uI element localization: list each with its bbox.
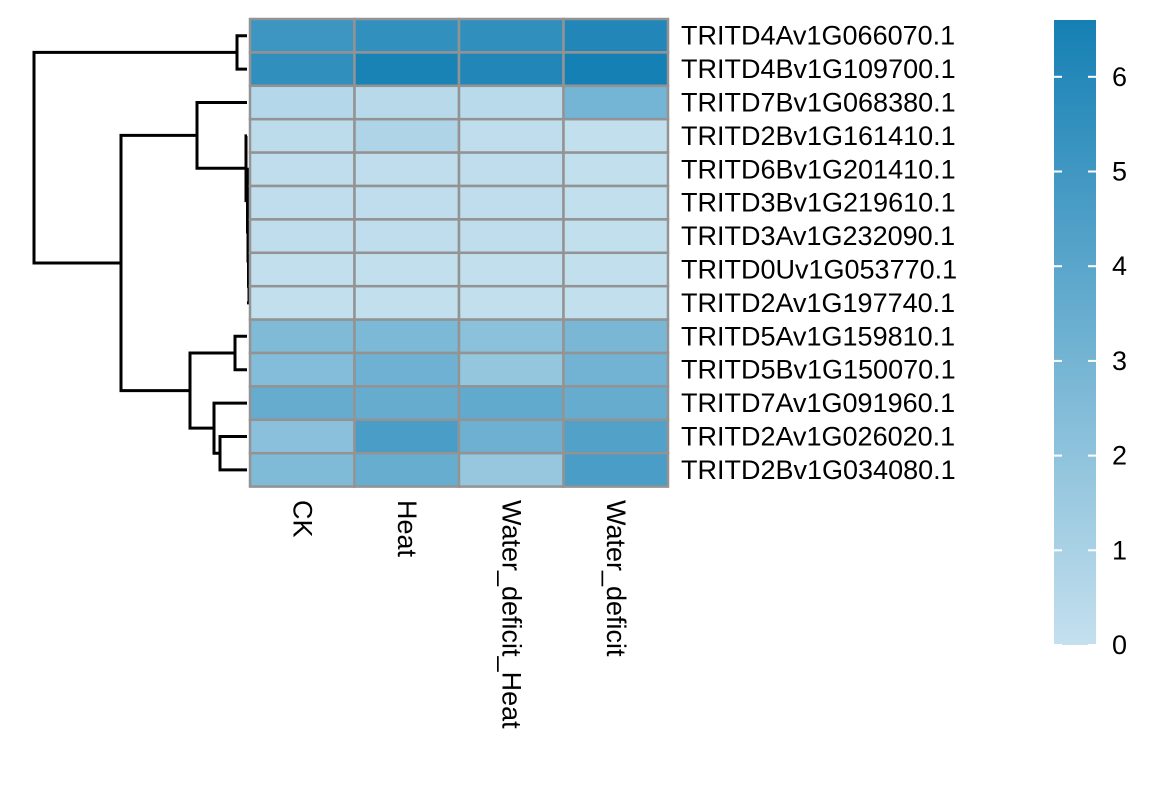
colorbar-tick-label: 0 [1112, 630, 1127, 660]
row-label: TRITD3Av1G232090.1 [681, 221, 955, 251]
heatmap-cell [457, 218, 565, 255]
heatmap-cell [562, 451, 670, 488]
dendrogram-branch [32, 50, 237, 265]
heatmap-cell [562, 318, 670, 355]
row-label: TRITD6Bv1G201410.1 [681, 154, 956, 184]
heatmap-cell [457, 385, 565, 422]
row-label: TRITD0Uv1G053770.1 [681, 255, 957, 285]
row-label: TRITD3Bv1G219610.1 [681, 188, 956, 218]
column-labels: CK Heat Water_deficit_Heat Water_deficit [287, 500, 631, 729]
heatmap-cell [353, 84, 461, 121]
heatmap-cell [562, 117, 670, 154]
colorbar-legend: 0 1 2 3 4 5 6 [1054, 20, 1127, 660]
heatmap-cell [457, 251, 565, 288]
heatmap-cell [457, 151, 565, 188]
heatmap-cell [562, 284, 670, 321]
heatmap-cell [562, 218, 670, 255]
colorbar-gradient [1054, 20, 1096, 645]
heatmap-cell [353, 418, 461, 455]
heatmap-cell [248, 284, 356, 321]
heatmap-cell [457, 184, 565, 221]
heatmap-cell [248, 418, 356, 455]
dendrogram-branch [233, 334, 247, 372]
heatmap-cell [457, 318, 565, 355]
heatmap-cell [353, 51, 461, 88]
heatmap-cells [248, 17, 670, 488]
heatmap-cell [248, 151, 356, 188]
heatmap-cell [562, 51, 670, 88]
heatmap-cell [248, 451, 356, 488]
dendrogram-branch [119, 133, 197, 393]
heatmap-cell [248, 84, 356, 121]
heatmap-cell [353, 117, 461, 154]
dendrogram-branch [244, 134, 248, 203]
heatmap-cell [562, 385, 670, 422]
colorbar-tick-label: 6 [1112, 62, 1127, 92]
dendrogram-branch [195, 101, 247, 170]
colorbar-tick-label: 3 [1112, 346, 1127, 376]
heatmap-cell [248, 318, 356, 355]
heatmap-cell [353, 251, 461, 288]
heatmap-cell [457, 284, 565, 321]
heatmap-cell [248, 117, 356, 154]
heatmap-cell [562, 84, 670, 121]
row-label: TRITD2Av1G197740.1 [681, 288, 955, 318]
heatmap-cell [353, 284, 461, 321]
colorbar-tick-label: 4 [1112, 251, 1127, 281]
heatmap-cell [457, 418, 565, 455]
column-label: Water_deficit [601, 500, 631, 657]
heatmap-cell [562, 351, 670, 388]
heatmap-cell [353, 17, 461, 54]
heatmap-cell [353, 218, 461, 255]
dendrogram-branch [218, 435, 247, 472]
colorbar-tick-label: 5 [1112, 157, 1127, 187]
heatmap-cell [562, 251, 670, 288]
heatmap-cell [457, 51, 565, 88]
heatmap-cell [248, 385, 356, 422]
column-label: CK [287, 500, 317, 538]
column-label: Water_deficit_Heat [496, 500, 526, 729]
column-label: Heat [392, 500, 422, 558]
heatmap-cell [457, 451, 565, 488]
heatmap-cell [457, 351, 565, 388]
heatmap-cell [353, 385, 461, 422]
heatmap-cell [353, 184, 461, 221]
heatmap-cell [562, 418, 670, 455]
row-label: TRITD2Bv1G161410.1 [681, 121, 956, 151]
row-label: TRITD4Av1G066070.1 [681, 21, 955, 51]
row-label: TRITD7Av1G091960.1 [681, 388, 955, 418]
heatmap-cell [562, 151, 670, 188]
heatmap-cell [457, 117, 565, 154]
row-dendrogram [32, 34, 251, 472]
heatmap-cell [353, 151, 461, 188]
heatmap-cell [353, 451, 461, 488]
row-label: TRITD4Bv1G109700.1 [681, 54, 956, 84]
row-label: TRITD2Bv1G034080.1 [681, 455, 956, 485]
row-label: TRITD2Av1G026020.1 [681, 422, 955, 452]
heatmap-cell [457, 84, 565, 121]
heatmap-cell [248, 351, 356, 388]
heatmap-cell [248, 17, 356, 54]
heatmap-cell [353, 318, 461, 355]
heatmap-cell [457, 17, 565, 54]
row-label: TRITD7Bv1G068380.1 [681, 88, 956, 118]
heatmap-cell [248, 184, 356, 221]
heatmap-cell [248, 251, 356, 288]
dendrogram-branch [235, 34, 247, 71]
heatmap-cell [353, 351, 461, 388]
colorbar-tick-label: 2 [1112, 441, 1127, 471]
row-label: TRITD5Bv1G150070.1 [681, 355, 956, 385]
heatmap-cell [248, 218, 356, 255]
colorbar-tick-label: 1 [1112, 535, 1127, 565]
heatmap-cell [562, 184, 670, 221]
heatmap-cell [562, 17, 670, 54]
row-label: TRITD5Av1G159810.1 [681, 321, 955, 351]
heatmap-cell [248, 51, 356, 88]
